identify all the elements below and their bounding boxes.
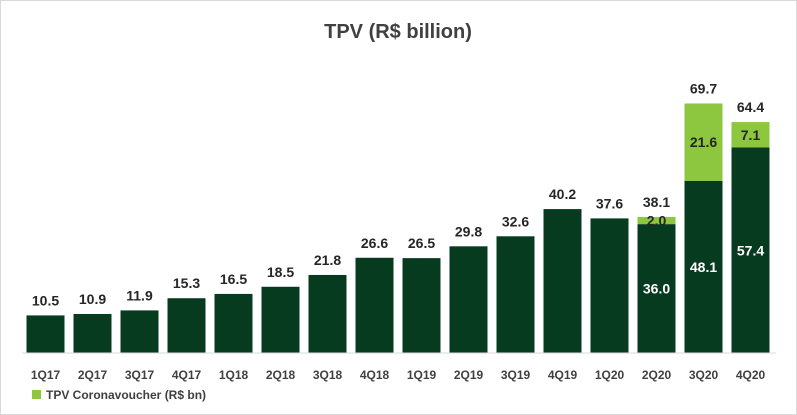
bar-4Q17-tpv bbox=[167, 298, 206, 353]
x-tick-4Q19: 4Q19 bbox=[548, 368, 578, 382]
total-label-2Q17: 10.9 bbox=[79, 291, 106, 307]
x-tick-3Q17: 3Q17 bbox=[125, 368, 155, 382]
total-label-3Q20: 69.7 bbox=[690, 80, 717, 96]
bar-1Q19-tpv bbox=[402, 258, 441, 353]
x-tick-2Q19: 2Q19 bbox=[454, 368, 484, 382]
x-tick-2Q20: 2Q20 bbox=[642, 368, 672, 382]
segment-label-3Q20-coronavoucher: 21.6 bbox=[690, 134, 717, 150]
x-tick-1Q17: 1Q17 bbox=[31, 368, 61, 382]
total-label-4Q19: 40.2 bbox=[549, 186, 576, 202]
bar-1Q17-tpv bbox=[26, 315, 65, 353]
bar-layer: 10.5 10.9 11.9 15.3 16.5 18.5 21.8 26.6 26.5 29.8… bbox=[26, 80, 770, 353]
total-label-1Q17: 10.5 bbox=[32, 292, 59, 308]
total-label-4Q18: 26.6 bbox=[361, 235, 388, 251]
legend: TPV Coronavoucher (R$ bn) bbox=[32, 388, 206, 402]
x-tick-4Q17: 4Q17 bbox=[172, 368, 202, 382]
total-label-1Q18: 16.5 bbox=[220, 271, 247, 287]
bar-4Q20-coronavoucher bbox=[731, 122, 770, 148]
bar-1Q20-tpv bbox=[590, 218, 629, 353]
bar-3Q18-tpv bbox=[308, 274, 347, 353]
total-label-1Q20: 37.6 bbox=[596, 195, 623, 211]
x-tick-3Q20: 3Q20 bbox=[689, 368, 719, 382]
x-tick-4Q18: 4Q18 bbox=[360, 368, 390, 382]
x-tick-2Q18: 2Q18 bbox=[266, 368, 296, 382]
bar-1Q18-tpv bbox=[214, 293, 253, 353]
bar-2Q18-tpv bbox=[261, 286, 300, 353]
segment-label-4Q20-tpv: 57.4 bbox=[737, 242, 764, 258]
bar-2Q19-tpv bbox=[449, 246, 488, 353]
legend-label-coronavoucher: TPV Coronavoucher (R$ bn) bbox=[46, 388, 206, 402]
bar-2Q20-coronavoucher bbox=[637, 216, 676, 225]
bar-3Q17-tpv bbox=[120, 310, 159, 353]
bar-2Q17-tpv bbox=[73, 313, 112, 353]
x-tick-1Q20: 1Q20 bbox=[595, 368, 625, 382]
legend-swatch-coronavoucher bbox=[32, 390, 41, 399]
total-label-4Q20: 64.4 bbox=[737, 99, 764, 115]
chart-title: TPV (R$ billion) bbox=[324, 21, 472, 43]
total-label-1Q19: 26.5 bbox=[408, 235, 435, 251]
x-tick-layer: 1Q17 2Q17 3Q17 4Q17 1Q18 2Q18 3Q18 4Q18 1Q19 2Q19… bbox=[31, 368, 766, 382]
bar-4Q19-tpv bbox=[543, 209, 582, 353]
segment-label-2Q20-coronavoucher: 2.0 bbox=[647, 213, 667, 229]
x-tick-3Q18: 3Q18 bbox=[313, 368, 343, 382]
bar-3Q19-tpv bbox=[496, 236, 535, 353]
bar-2Q20-tpv bbox=[637, 224, 676, 353]
segment-label-3Q20-tpv: 48.1 bbox=[690, 259, 717, 275]
bar-3Q20-tpv bbox=[684, 180, 723, 353]
total-label-4Q17: 15.3 bbox=[173, 275, 200, 291]
x-tick-3Q19: 3Q19 bbox=[501, 368, 531, 382]
total-label-3Q17: 11.9 bbox=[126, 287, 153, 303]
x-tick-2Q17: 2Q17 bbox=[78, 368, 108, 382]
segment-label-4Q20-coronavoucher: 7.1 bbox=[741, 127, 761, 143]
x-tick-1Q19: 1Q19 bbox=[407, 368, 437, 382]
total-label-2Q19: 29.8 bbox=[455, 223, 482, 239]
total-label-3Q18: 21.8 bbox=[314, 252, 341, 268]
x-tick-4Q20: 4Q20 bbox=[736, 368, 766, 382]
total-label-2Q20: 38.1 bbox=[643, 194, 670, 210]
bar-4Q20-tpv bbox=[731, 147, 770, 353]
bar-4Q18-tpv bbox=[355, 257, 394, 353]
total-label-3Q19: 32.6 bbox=[502, 213, 529, 229]
segment-label-2Q20-tpv: 36.0 bbox=[643, 281, 670, 297]
bar-3Q20-coronavoucher bbox=[684, 103, 723, 181]
x-tick-1Q18: 1Q18 bbox=[219, 368, 249, 382]
total-label-2Q18: 18.5 bbox=[267, 264, 294, 280]
